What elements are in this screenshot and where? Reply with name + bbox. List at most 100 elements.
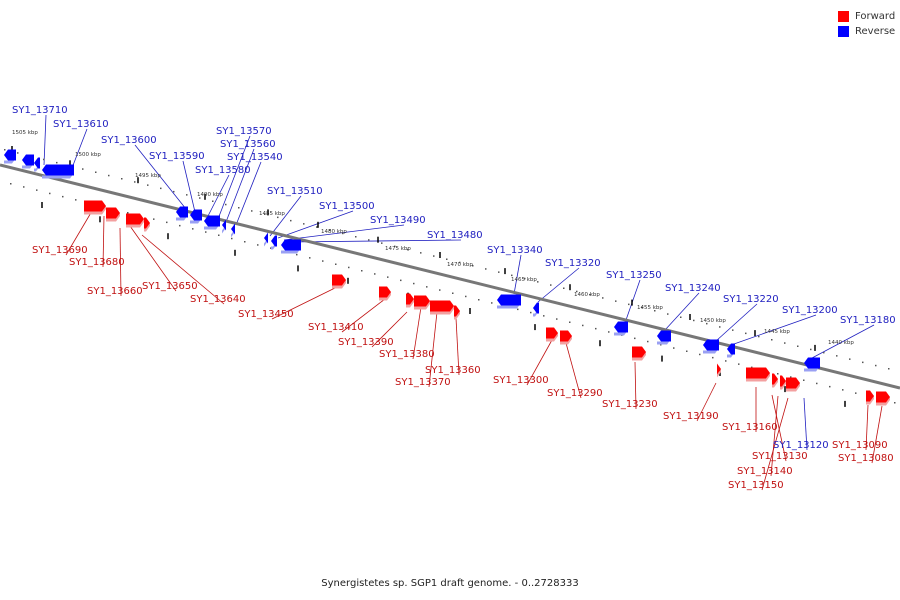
forward-gene[interactable] [546, 327, 558, 339]
track-dot [413, 282, 415, 285]
reverse-gene[interactable] [533, 302, 539, 314]
track-dot [816, 382, 818, 385]
forward-gene[interactable] [406, 293, 414, 305]
reverse-gene[interactable] [497, 294, 521, 306]
reverse-gene[interactable] [176, 206, 188, 218]
label-connector [865, 404, 869, 451]
forward-gene[interactable] [379, 286, 391, 298]
gene-shadow [614, 327, 628, 336]
reverse-gene-label: SY1_13540 [227, 152, 283, 163]
gene-shadow [204, 221, 220, 230]
forward-gene[interactable] [84, 200, 106, 212]
forward-gene[interactable] [876, 391, 890, 403]
forward-gene[interactable] [632, 346, 646, 358]
track-dot [290, 219, 292, 222]
forward-gene[interactable] [786, 377, 800, 389]
gene-shadow [430, 306, 454, 315]
gene-shadow [406, 299, 414, 308]
track-dot [387, 276, 389, 278]
gene-labels: SY1_13710 SY1_13610 SY1_13600 SY1_13590 SY1_… [12, 105, 896, 491]
forward-gene[interactable] [780, 375, 786, 387]
forward-gene[interactable] [560, 330, 572, 342]
track-dot [472, 265, 474, 267]
track-dot [641, 306, 643, 309]
reverse-gene[interactable] [204, 215, 220, 227]
reverse-gene[interactable] [657, 330, 671, 342]
tick-label: 1485 kbp [259, 211, 285, 217]
reverse-gene[interactable] [281, 239, 301, 251]
forward-gene[interactable] [772, 373, 778, 385]
reverse-gene[interactable] [271, 235, 277, 247]
track-dot [608, 331, 610, 333]
forward-gene-label: SY1_13230 [602, 399, 658, 410]
track-dot [309, 257, 311, 259]
label-connector [225, 148, 255, 223]
tick-label: 1465 kbp [511, 277, 537, 283]
forward-gene[interactable] [866, 390, 874, 402]
reverse-gene[interactable] [4, 149, 16, 161]
label-connector [537, 267, 580, 303]
track-dot [673, 347, 675, 349]
forward-gene[interactable] [414, 295, 430, 307]
forward-gene-label: SY1_13140 [737, 466, 793, 477]
forward-gene-label: SY1_13130 [752, 451, 808, 462]
reverse-gene[interactable] [703, 339, 719, 351]
forward-gene-label: SY1_13190 [663, 411, 719, 422]
gene-shadow [4, 155, 16, 164]
gene-shadow [497, 300, 521, 309]
label-connector [513, 254, 522, 295]
label-connector [412, 306, 422, 360]
label-connector [696, 382, 717, 422]
label-connector [134, 144, 187, 210]
track-dot [485, 268, 487, 270]
reverse-gene[interactable] [614, 321, 628, 333]
reverse-gene[interactable] [264, 232, 268, 244]
track-dot [56, 161, 58, 164]
track-dot [62, 195, 64, 198]
reverse-gene-label: SY1_13590 [149, 151, 205, 162]
track-dot [582, 324, 584, 327]
reverse-gene[interactable] [231, 223, 235, 235]
track-dot [199, 197, 201, 199]
reverse-gene[interactable] [42, 164, 74, 176]
forward-gene[interactable] [144, 217, 150, 229]
reverse-swatch [838, 26, 849, 37]
reverse-gene[interactable] [190, 209, 202, 221]
forward-gene[interactable] [746, 367, 770, 379]
label-connector [119, 227, 122, 297]
track-dot [225, 203, 227, 206]
track-dot [186, 194, 188, 196]
reverse-gene[interactable] [34, 157, 40, 169]
label-connector [871, 405, 883, 464]
label-connector [771, 394, 787, 462]
track-dot [43, 158, 45, 161]
reverse-gene[interactable] [22, 154, 34, 166]
reverse-gene-label: SY1_13120 [773, 440, 829, 451]
track-dot [303, 223, 305, 225]
track-dot [322, 260, 324, 262]
reverse-gene[interactable] [222, 219, 226, 231]
track-dot [179, 224, 181, 227]
scale-ticks: 1505 kbp 1500 kbp 1495 kbp 1490 kbp 1485 kbp… [12, 130, 854, 346]
forward-gene-label: SY1_13360 [425, 365, 481, 376]
track-dot [563, 287, 565, 289]
track-dot [257, 244, 259, 246]
reverse-gene[interactable] [804, 357, 820, 369]
forward-gene[interactable] [106, 207, 120, 219]
track-dot [894, 402, 896, 404]
gene-shadow [746, 373, 770, 382]
forward-gene[interactable] [430, 300, 454, 312]
track-dot [537, 281, 539, 283]
forward-gene[interactable] [126, 213, 144, 225]
track-dot [524, 277, 526, 280]
forward-gene[interactable] [717, 363, 721, 375]
track-dot [777, 373, 779, 375]
label-connector [71, 128, 88, 169]
gene-shadow [414, 301, 430, 310]
label-connector [277, 210, 354, 239]
reverse-gene[interactable] [727, 343, 735, 355]
gene-shadow [717, 369, 721, 378]
forward-gene[interactable] [332, 274, 346, 286]
forward-gene[interactable] [454, 305, 460, 317]
